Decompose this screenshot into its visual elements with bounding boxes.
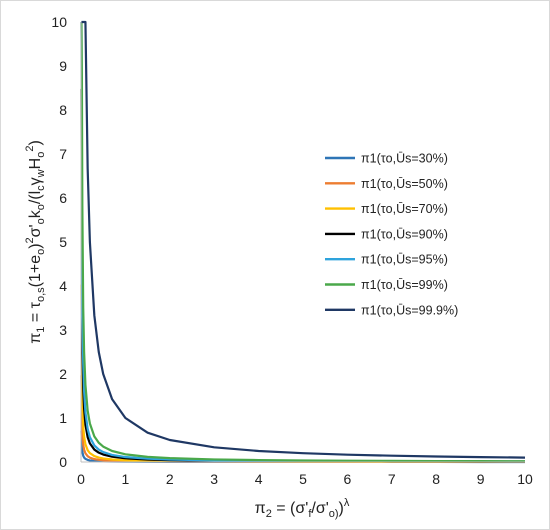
y-tick-label: 2 (59, 366, 67, 382)
y-tick-label: 7 (59, 146, 67, 162)
y-tick-label: 9 (59, 58, 67, 74)
y-tick-label: 1 (59, 410, 67, 426)
legend-label: π1(τo,Ūs=99.9%) (361, 303, 458, 317)
x-axis-title: π2 = (σ'f/σ'o))λ (255, 497, 350, 520)
y-axis-title: π1 = τo,s(1+eo)2σ'oko/(lcγwHo2) (24, 140, 47, 344)
x-tick-label: 0 (77, 471, 85, 487)
series-line (80, 20, 526, 459)
x-tick-label: 5 (299, 471, 307, 487)
x-tick-label: 6 (344, 471, 352, 487)
x-tick-label: 2 (166, 471, 174, 487)
series-line (80, 284, 526, 463)
x-tick-label: 3 (210, 471, 218, 487)
x-tick-label: 1 (122, 471, 130, 487)
y-tick-label: 5 (59, 234, 67, 250)
legend-label: π1(τo,Ūs=50%) (361, 177, 448, 191)
y-tick-label: 10 (51, 14, 67, 30)
x-tick-label: 7 (388, 471, 396, 487)
series-line (80, 21, 526, 463)
legend: π1(τo,Ūs=30%) π1(τo,Ūs=50%) π1(τo,Ūs=70%) π… (325, 152, 458, 317)
y-tick-label: 3 (59, 322, 67, 338)
series-line (80, 375, 526, 464)
y-tick-labels: 0 1 2 3 4 5 6 7 8 9 10 (51, 14, 67, 470)
legend-label: π1(τo,Ūs=99%) (361, 278, 448, 292)
x-tick-label: 4 (255, 471, 263, 487)
x-tick-label: 10 (517, 471, 533, 487)
x-tick-labels: 0 1 2 3 4 5 6 7 8 9 10 (77, 471, 533, 487)
y-tick-label: 0 (59, 454, 67, 470)
legend-label: π1(τo,Ūs=30%) (361, 152, 448, 166)
series-line (80, 88, 526, 463)
legend-label: π1(τo,Ūs=70%) (361, 202, 448, 216)
legend-label: π1(τo,Ūs=95%) (361, 253, 448, 267)
legend-label: π1(τo,Ūs=90%) (361, 227, 448, 241)
y-tick-label: 8 (59, 102, 67, 118)
series-line (80, 21, 526, 463)
x-tick-label: 8 (432, 471, 440, 487)
series-lines (80, 20, 526, 464)
y-tick-label: 6 (59, 190, 67, 206)
x-tick-label: 9 (477, 471, 485, 487)
y-tick-label: 4 (59, 278, 67, 294)
